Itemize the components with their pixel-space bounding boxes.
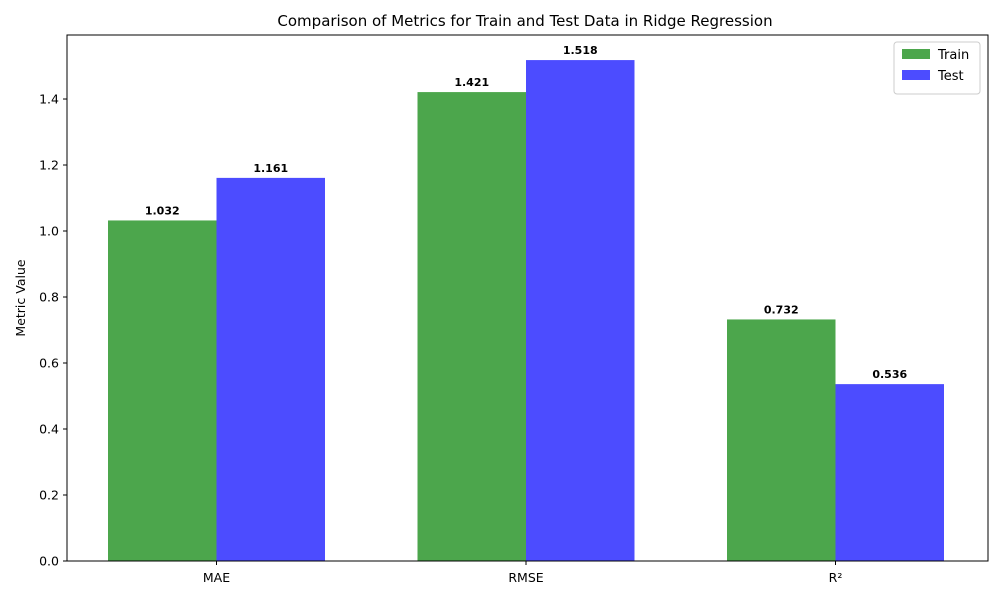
bar-train-1 (108, 220, 217, 561)
chart-title: Comparison of Metrics for Train and Test… (277, 12, 772, 30)
y-tick-label: 0.2 (39, 488, 59, 503)
bar-train-3 (727, 319, 836, 561)
axes-layer: 0.0 0.2 0.4 0.6 0.8 1.0 1.2 1.4 MAE RMSE R² (39, 34, 989, 585)
legend: Train Test (893, 41, 981, 95)
y-tick-label: 1.0 (39, 224, 59, 239)
data-labels-layer: 1.032 1.161 1.421 1.518 0.732 0.536 (145, 44, 908, 381)
data-label-train-2: 1.421 (454, 76, 489, 89)
x-tick-label: RMSE (508, 570, 543, 585)
legend-label-train: Train (937, 48, 969, 63)
x-tick-label: R² (829, 570, 843, 585)
data-label-train-3: 0.732 (764, 303, 799, 316)
bar-test-3 (835, 384, 944, 561)
legend-swatch-test (902, 70, 930, 80)
legend-label-test: Test (937, 69, 964, 84)
legend-swatch-train (902, 49, 930, 59)
data-label-test-2: 1.518 (563, 44, 598, 57)
bar-train-2 (417, 92, 526, 561)
data-label-train-1: 1.032 (145, 204, 180, 217)
plot-frame (66, 34, 989, 562)
y-tick-label: 0.4 (39, 422, 59, 437)
y-tick-label: 1.2 (39, 158, 59, 173)
y-axis-label: Metric Value (13, 259, 28, 336)
bars-layer (108, 60, 944, 562)
data-label-test-1: 1.161 (253, 162, 288, 175)
y-tick-label: 1.4 (39, 92, 59, 107)
bar-test-2 (526, 60, 635, 562)
data-label-test-3: 0.536 (872, 368, 907, 381)
y-tick-label: 0.0 (39, 554, 59, 569)
y-tick-label: 0.6 (39, 356, 59, 371)
y-tick-label: 0.8 (39, 290, 59, 305)
x-tick-label: MAE (203, 570, 230, 585)
bar-test-1 (216, 177, 325, 561)
